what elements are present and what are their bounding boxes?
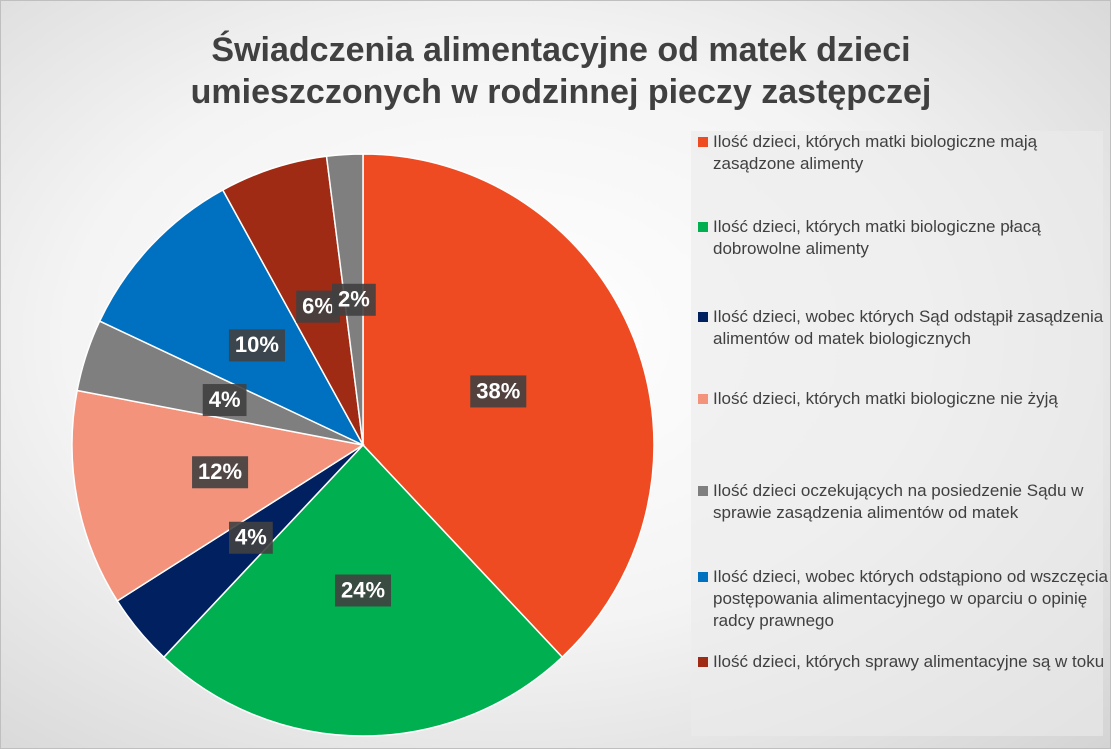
legend-label: Ilość dzieci, których matki biologiczne … [713, 132, 1038, 173]
legend-swatch [698, 222, 708, 232]
legend-swatch [698, 312, 708, 322]
data-label-text: 4% [209, 387, 241, 412]
data-label: 4% [202, 384, 247, 417]
legend-label: Ilość dzieci, których matki biologiczne … [713, 217, 1041, 258]
legend-label: Ilość dzieci, wobec których odstąpiono o… [713, 567, 1108, 630]
legend: Ilość dzieci, których matki biologiczne … [691, 131, 1108, 736]
legend-item: Ilość dzieci, wobec których Sąd odstąpił… [698, 306, 1110, 350]
data-label-box [334, 574, 392, 607]
legend-swatch [698, 572, 708, 582]
data-label: 2% [331, 283, 376, 316]
legend-label: Ilość dzieci, wobec których Sąd odstąpił… [713, 307, 1104, 348]
legend-label: Ilość dzieci oczekujących na posiedzenie… [713, 481, 1084, 522]
data-label: 24% [334, 574, 392, 607]
legend-swatch [698, 657, 708, 667]
legend-item: Ilość dzieci oczekujących na posiedzenie… [698, 480, 1110, 524]
pie-slice [98, 188, 365, 447]
data-label: 12% [192, 456, 249, 489]
data-label: 10% [228, 329, 285, 362]
legend-swatch [698, 394, 708, 404]
legend-label: Ilość dzieci, których sprawy alimentacyj… [713, 652, 1105, 671]
legend-label: Ilość dzieci, których matki biologiczne … [713, 389, 1058, 408]
data-label-box [192, 456, 249, 489]
data-label-box [331, 283, 376, 316]
data-label: 4% [228, 521, 273, 554]
legend-item: Ilość dzieci, wobec których odstąpiono o… [698, 566, 1110, 632]
data-label-box [202, 384, 247, 417]
legend-item: Ilość dzieci, których sprawy alimentacyj… [698, 651, 1110, 673]
data-label-text: 4% [235, 525, 267, 550]
data-label-text: 2% [338, 287, 370, 312]
data-label-text: 10% [235, 332, 279, 357]
data-label-text: 38% [476, 378, 520, 403]
pie-slice [71, 389, 366, 602]
data-label-text: 6% [302, 293, 334, 318]
data-label: 38% [470, 375, 527, 408]
data-label-text: 12% [198, 459, 242, 484]
legend-item: Ilość dzieci, których matki biologiczne … [698, 216, 1110, 260]
data-label-box [470, 375, 527, 408]
data-label-text: 24% [341, 577, 385, 602]
chart-title: Świadczenia alimentacyjne od matek dziec… [190, 31, 932, 111]
legend-item: Ilość dzieci, których matki biologiczne … [698, 131, 1110, 175]
legend-swatch [698, 486, 708, 496]
data-label-box [228, 521, 273, 554]
legend-item: Ilość dzieci, których matki biologiczne … [698, 388, 1110, 410]
data-label-box [228, 329, 285, 362]
legend-swatch [698, 137, 708, 147]
